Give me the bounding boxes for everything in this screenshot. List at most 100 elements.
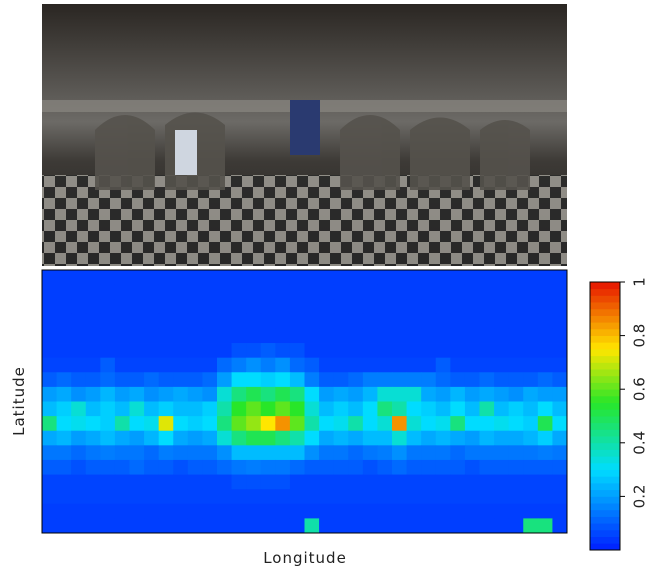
heat-cell [71, 489, 87, 505]
heat-cell [231, 357, 247, 373]
heat-cell [552, 372, 568, 388]
heat-cell [552, 357, 568, 373]
heat-cell [494, 313, 510, 329]
heat-cell [362, 372, 378, 388]
colorbar-step [590, 355, 620, 363]
colorbar-step [590, 449, 620, 457]
heat-cell [114, 503, 130, 519]
heat-cell [421, 328, 437, 344]
heat-cell [260, 328, 276, 344]
heat-cell [421, 372, 437, 388]
heat-cell [537, 430, 553, 446]
heat-cell [508, 284, 524, 300]
heat-cell [523, 357, 539, 373]
heat-cell [537, 313, 553, 329]
heat-cell [202, 445, 218, 461]
heat-cell [319, 489, 335, 505]
heat-cell [348, 328, 364, 344]
heat-cell [435, 416, 451, 432]
heat-cell [144, 401, 160, 417]
heat-cell [217, 503, 232, 519]
heat-cell [187, 357, 203, 373]
heat-cell [392, 503, 407, 519]
heat-cell [114, 299, 130, 315]
heat-cell [260, 459, 276, 475]
heat-cell [537, 474, 553, 490]
heat-cell [85, 445, 101, 461]
heat-cell [348, 518, 364, 534]
heat-cell [348, 416, 364, 432]
heat-cell [435, 489, 451, 505]
heat-cell [304, 313, 320, 329]
heat-cell [406, 518, 422, 534]
heat-cell [523, 430, 539, 446]
heat-cell [100, 372, 116, 388]
heat-cell [217, 313, 232, 329]
heat-cell [42, 284, 57, 300]
heat-cell [479, 459, 495, 475]
heat-cell [319, 416, 335, 432]
heat-cell [348, 284, 364, 300]
heat-cell [289, 284, 305, 300]
heat-cell [158, 386, 174, 402]
heat-cell [333, 372, 349, 388]
heat-cell [289, 313, 305, 329]
heat-cell [523, 299, 539, 315]
heat-cell [71, 474, 87, 490]
heat-cell [85, 372, 101, 388]
heat-cell [523, 503, 539, 519]
heat-cell [42, 474, 57, 490]
heat-cell [289, 430, 305, 446]
heat-cell [377, 503, 393, 519]
heat-cell [158, 489, 174, 505]
heat-cell [333, 284, 349, 300]
heat-cell [217, 518, 232, 534]
heat-cell [464, 474, 480, 490]
heat-cell [421, 459, 437, 475]
heat-cell [187, 270, 203, 286]
heat-cell [289, 445, 305, 461]
heat-cell [362, 299, 378, 315]
heat-cell [231, 313, 247, 329]
heat-cell [187, 518, 203, 534]
heat-cell [217, 401, 232, 417]
colorbar-step [590, 442, 620, 450]
heat-cell [392, 284, 407, 300]
heat-cell [537, 459, 553, 475]
heat-cell [289, 343, 305, 359]
heat-cell [362, 270, 378, 286]
heat-cell [494, 343, 510, 359]
heat-cell [494, 270, 510, 286]
heat-cell [158, 430, 174, 446]
heat-cell [85, 503, 101, 519]
heat-cell [217, 284, 232, 300]
colorbar-step [590, 288, 620, 296]
heat-cell [348, 313, 364, 329]
heat-cell [158, 270, 174, 286]
heat-cell [406, 474, 422, 490]
heat-cell [158, 357, 174, 373]
heat-cell [202, 357, 218, 373]
heat-cell [537, 518, 553, 534]
heat-cell [129, 270, 145, 286]
heat-cell [464, 372, 480, 388]
heat-cell [508, 445, 524, 461]
heat-cell [406, 503, 422, 519]
colorbar-step [590, 322, 620, 330]
heat-cell [508, 372, 524, 388]
heat-cell [158, 445, 174, 461]
heat-cell [100, 328, 116, 344]
heat-cell [392, 299, 407, 315]
heat-cell [304, 474, 320, 490]
heat-cell [114, 284, 130, 300]
heat-cell [129, 445, 145, 461]
heat-cell [435, 503, 451, 519]
heat-cell [246, 459, 262, 475]
heat-cell [494, 503, 510, 519]
heat-cell [187, 299, 203, 315]
heat-cell [319, 270, 335, 286]
heat-cell [304, 416, 320, 432]
heat-cell [158, 313, 174, 329]
heat-cell [173, 401, 189, 417]
heat-cell [85, 459, 101, 475]
